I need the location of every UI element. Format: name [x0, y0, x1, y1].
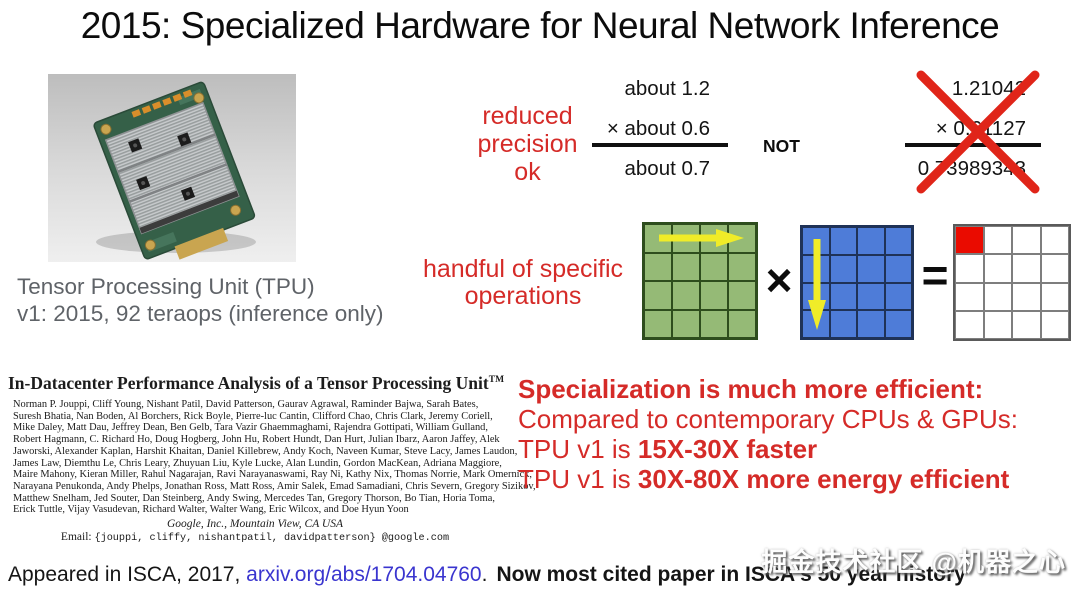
arxiv-link[interactable]: arxiv.org/abs/1704.04760: [246, 563, 482, 586]
matrix-cell: [857, 227, 885, 255]
author-line: Matthew Snelham, Jed Souter, Dan Steinbe…: [13, 492, 495, 504]
author-line: Robert Hagmann, C. Richard Ho, Doug Hogb…: [13, 434, 500, 446]
paper-excerpt: In-Datacenter Performance Analysis of a …: [8, 373, 536, 545]
tpu-caption-line2: v1: 2015, 92 teraops (inference only): [17, 301, 384, 326]
matrix-cell: [1012, 310, 1041, 339]
paper-title: In-Datacenter Performance Analysis of a …: [8, 373, 505, 393]
author-line: Norman P. Jouppi, Cliff Young, Nishant P…: [13, 399, 479, 410]
approx-multiplication: about 1.2 × about 0.6 about 0.7: [592, 77, 728, 183]
matrix-cell: [1040, 254, 1069, 283]
matrix-cell: [983, 254, 1012, 283]
matrix-cell: [700, 252, 728, 281]
footer-citation-note: Now most cited paper in ISCA's 50 year h…: [496, 563, 966, 586]
matrix-cell: [1012, 282, 1041, 311]
reduced-precision-label: reduced precision ok: [477, 102, 578, 186]
matrix-cell: [955, 282, 984, 311]
paper-affiliation: Google, Inc., Mountain View, CA USA: [167, 518, 343, 531]
tpu-board-photo: [48, 74, 296, 262]
matrix-cell: [672, 252, 700, 281]
matrix-cell: [884, 310, 912, 338]
matrix-cell: [644, 309, 672, 338]
matrix-cell: [857, 254, 885, 283]
author-line: Mike Daley, Matt Dau, Jeffrey Dean, Ben …: [13, 422, 488, 434]
author-line: James Law, Diemthu Le, Chris Leary, Zhuy…: [13, 457, 502, 469]
matrix-cell: [700, 309, 728, 338]
matrix-cell: [955, 226, 984, 255]
matrix-cell: [983, 282, 1012, 311]
matrix-cell: [884, 282, 912, 311]
matrix-cell: [829, 282, 857, 311]
times-symbol: ×: [765, 254, 793, 306]
approx-operand2: × about 0.6: [606, 117, 710, 140]
matrix-cell: [644, 281, 672, 310]
matrix-cell: [728, 281, 756, 310]
equals-symbol: =: [921, 249, 949, 301]
matrix-cell: [829, 310, 857, 338]
matrix-cell: [829, 254, 857, 283]
matrix-cell: [884, 254, 912, 283]
conclusion-energy: TPU v1 is 30X-80X more energy efficient: [518, 464, 1010, 494]
matrix-b: [800, 225, 914, 340]
paper-authors: Norman P. Jouppi, Cliff Young, Nishant P…: [8, 399, 536, 516]
approx-operand1: about 1.2: [624, 77, 711, 100]
author-line: Jaworski, Alexander Kaplan, Harshit Khai…: [13, 445, 518, 457]
tpu-caption: Tensor Processing Unit (TPU) v1: 2015, 9…: [17, 273, 383, 327]
matrix-cell: [1012, 226, 1041, 255]
matrix-result: [953, 224, 1071, 341]
watermark: 掘金技术社区 @机器之心: [761, 547, 1066, 577]
conclusion-comparison: Compared to contemporary CPUs & GPUs:: [518, 404, 1018, 434]
matrix-cell: [672, 281, 700, 310]
not-label: NOT: [763, 136, 800, 156]
matrix-cell: [1040, 282, 1069, 311]
paper-email-value: {jouppi, cliffy, nishantpatil, davidpatt…: [94, 533, 450, 545]
fraction-rule: [592, 143, 728, 147]
tpu-caption-line1: Tensor Processing Unit (TPU): [17, 274, 315, 299]
fraction-rule: [905, 143, 1041, 147]
exact-operand1: 1.21042: [951, 77, 1026, 100]
matrix-cell: [983, 310, 1012, 339]
trademark-symbol: TM: [488, 375, 505, 386]
matrix-cell: [1040, 310, 1069, 339]
conclusion-speed: TPU v1 is 15X-30X faster: [518, 434, 818, 464]
matrix-cell: [829, 227, 857, 255]
right-arrow-icon: [659, 229, 744, 247]
author-line: Suresh Bhatia, Nan Boden, Al Borchers, R…: [13, 410, 493, 422]
footer-prefix: Appeared in ISCA, 2017,: [8, 563, 247, 586]
author-line: Erick Tuttle, Vijay Vasudevan, Richard W…: [13, 504, 409, 516]
matrix-cell: [983, 226, 1012, 255]
matrix-cell: [728, 309, 756, 338]
matrix-cell: [955, 310, 984, 339]
down-arrow-icon: [808, 239, 826, 330]
matrix-cell: [672, 309, 700, 338]
matrix-cell: [1040, 226, 1069, 255]
matrix-cell: [644, 252, 672, 281]
matrix-cell: [700, 281, 728, 310]
author-line: Narayana Penukonda, Andy Phelps, Jonatha…: [13, 480, 536, 492]
matrix-cell: [955, 254, 984, 283]
conclusion-headline: Specialization is much more efficient:: [518, 374, 984, 404]
matrix-cell: [884, 227, 912, 255]
paper-email: Email: {jouppi, cliffy, nishantpatil, da…: [60, 531, 450, 545]
matrix-cell: [1012, 254, 1041, 283]
operations-label: handful of specific operations: [422, 255, 624, 310]
matrix-a: [642, 222, 758, 340]
footer: Appeared in ISCA, 2017, arxiv.org/abs/17…: [8, 563, 966, 587]
red-cross-icon: [916, 70, 1040, 194]
matrix-cell: [728, 252, 756, 281]
author-line: Maire Mahony, Kieran Miller, Rahul Nagar…: [13, 469, 532, 481]
approx-result: about 0.7: [624, 157, 711, 180]
page-title: 2015: Specialized Hardware for Neural Ne…: [80, 5, 1000, 46]
matrix-cell: [857, 282, 885, 311]
footer-separator: .: [481, 563, 488, 586]
conclusion-block: Specialization is much more efficient: C…: [518, 374, 1018, 494]
matrix-cell: [857, 310, 885, 338]
